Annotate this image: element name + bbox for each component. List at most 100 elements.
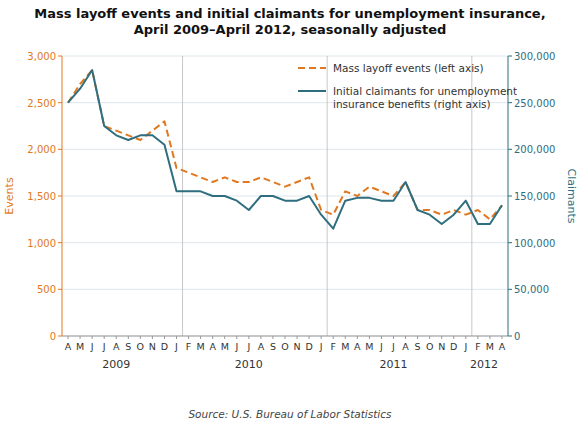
x-tick xyxy=(140,336,141,339)
x-tick xyxy=(405,336,406,339)
x-tick-label: J xyxy=(379,341,383,352)
x-tick-label: S xyxy=(270,341,276,352)
x-tick xyxy=(68,336,69,339)
y2-tick-label: 150,000 xyxy=(514,191,555,202)
x-tick xyxy=(309,336,310,339)
source: Source: U.S. Bureau of Labor Statistics xyxy=(188,408,392,420)
x-tick xyxy=(429,336,430,339)
x-tick xyxy=(489,336,490,339)
year-label: 2010 xyxy=(235,358,263,371)
x-tick-label: J xyxy=(102,341,106,352)
x-tick-label: J xyxy=(234,341,238,352)
x-tick-label: A xyxy=(354,341,361,352)
x-tick xyxy=(345,336,346,339)
y-tick xyxy=(58,196,62,197)
year-label: 2012 xyxy=(470,358,498,371)
x-tick-label: A xyxy=(209,341,216,352)
x-tick xyxy=(80,336,81,339)
x-tick xyxy=(393,336,394,339)
x-tick xyxy=(501,336,502,339)
legend-label: Mass layoff events (left axis) xyxy=(333,62,484,74)
x-tick-label: O xyxy=(426,341,433,352)
x-tick-label: J xyxy=(246,341,250,352)
y2-tick-label: 300,000 xyxy=(514,51,555,62)
y2-tick xyxy=(508,56,512,57)
x-tick xyxy=(333,336,334,339)
y-tick-label: 2,500 xyxy=(27,98,56,109)
x-tick-label: J xyxy=(174,341,178,352)
x-tick xyxy=(164,336,165,339)
x-tick xyxy=(465,336,466,339)
x-tick xyxy=(453,336,454,339)
y2-tick xyxy=(508,336,512,337)
y-tick xyxy=(58,336,62,337)
x-tick-label: M xyxy=(197,341,205,352)
x-tick xyxy=(152,336,153,339)
x-tick-label: F xyxy=(330,341,335,352)
x-tick xyxy=(297,336,298,339)
x-tick-label: D xyxy=(305,341,312,352)
legend-label: Initial claimants for unemploymentinsura… xyxy=(333,85,517,110)
title-line: Mass layoff events and initial claimants… xyxy=(34,6,545,21)
grid-line xyxy=(62,56,508,57)
y-tick xyxy=(58,242,62,243)
title-line: April 2009–April 2012, seasonally adjust… xyxy=(134,22,447,37)
x-tick-label: N xyxy=(149,341,156,352)
y-axis-label: Events xyxy=(3,177,16,215)
x-tick xyxy=(176,336,177,339)
x-tick-label: J xyxy=(463,341,467,352)
y-tick-label: 500 xyxy=(37,284,56,295)
x-tick xyxy=(188,336,189,339)
x-tick xyxy=(285,336,286,339)
x-tick-label: A xyxy=(499,341,506,352)
x-tick xyxy=(477,336,478,339)
x-tick xyxy=(200,336,201,339)
year-label: 2009 xyxy=(102,358,130,371)
legend-swatch xyxy=(298,90,326,92)
grid-line xyxy=(62,196,508,197)
y2-tick xyxy=(508,102,512,103)
x-tick-label: F xyxy=(186,341,191,352)
x-tick-label: A xyxy=(65,341,72,352)
y-tick-label: 3,000 xyxy=(27,51,56,62)
y2-tick-label: 100,000 xyxy=(514,238,555,249)
x-tick-label: D xyxy=(450,341,457,352)
x-tick-label: M xyxy=(221,341,229,352)
x-tick xyxy=(357,336,358,339)
x-tick-label: O xyxy=(137,341,144,352)
x-tick xyxy=(248,336,249,339)
x-tick xyxy=(236,336,237,339)
y2-tick-label: 50,000 xyxy=(514,284,549,295)
y2-tick xyxy=(508,242,512,243)
x-tick xyxy=(441,336,442,339)
y-tick xyxy=(58,56,62,57)
year-divider xyxy=(182,56,183,336)
legend: Mass layoff events (left axis) Initial cl… xyxy=(298,62,517,110)
y2-tick-label: 200,000 xyxy=(514,144,555,155)
x-tick xyxy=(224,336,225,339)
x-tick-label: D xyxy=(161,341,168,352)
x-tick-label: S xyxy=(125,341,131,352)
x-tick xyxy=(260,336,261,339)
year-divider xyxy=(327,56,328,336)
x-tick-label: M xyxy=(365,341,373,352)
y2-tick-label: 250,000 xyxy=(514,98,555,109)
x-tick-label: M xyxy=(341,341,349,352)
x-tick xyxy=(128,336,129,339)
x-tick xyxy=(369,336,370,339)
x-tick-label: J xyxy=(90,341,94,352)
x-tick xyxy=(212,336,213,339)
x-tick-label: S xyxy=(415,341,421,352)
y-tick xyxy=(58,289,62,290)
grid xyxy=(62,56,508,336)
legend-label-line: Mass layoff events (left axis) xyxy=(333,62,484,74)
x-tick-label: A xyxy=(258,341,265,352)
x-tick-label: O xyxy=(281,341,288,352)
x-tick-label: J xyxy=(319,341,323,352)
title: Mass layoff events and initial claimants… xyxy=(34,6,545,37)
y-tick xyxy=(58,102,62,103)
x-tick-label: A xyxy=(402,341,409,352)
y2-tick xyxy=(508,196,512,197)
x-tick-label: J xyxy=(391,341,395,352)
y2-axis-label: Claimants xyxy=(565,168,578,223)
